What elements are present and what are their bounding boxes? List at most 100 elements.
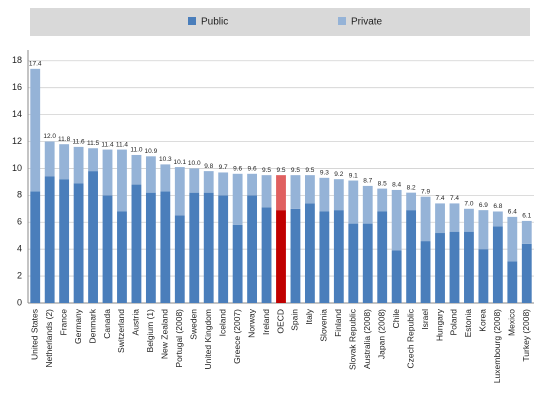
bar-segment [44,176,55,303]
total-label: 9.2 [334,171,343,178]
x-tick-label: Slovak Republic [348,308,358,370]
x-tick-label: Finland [333,309,343,337]
y-tick-label: 10 [12,163,22,173]
total-label: 9.5 [291,167,300,174]
total-label: 10.3 [159,156,172,163]
y-tick-label: 18 [12,55,22,65]
bar-segment [464,231,474,303]
x-tick-label: Belgium (1) [145,309,155,353]
total-label: 6.9 [479,202,488,209]
bar-segment [30,191,41,303]
bar-segment [203,171,214,193]
bar-segment [73,146,84,184]
bar-segment [333,179,344,211]
bar-segment [117,149,127,212]
bar-segment [319,177,330,212]
x-tick-label: Spain [290,309,300,331]
x-tick-label: Turkey (2008) [521,309,531,362]
total-label: 8.5 [378,180,387,187]
x-tick-label: Germany [73,308,83,344]
total-label: 9.5 [305,167,314,174]
total-label: 11.4 [116,141,129,148]
bar-segment [507,261,518,303]
total-label: 9.6 [248,166,257,173]
x-tick-label: New Zealand [160,309,170,359]
bar-segment [521,243,532,303]
x-tick-label: Israel [420,309,430,330]
x-tick-label: Austria [131,309,141,336]
bar-segment [131,184,142,303]
bar-segment [30,68,41,192]
total-label: 8.2 [407,184,416,191]
y-tick-label: 0 [17,297,22,307]
bar-segment [449,203,460,232]
bar-segment [102,195,113,303]
x-tick-label: United States [29,309,39,360]
y-tick-label: 4 [17,244,22,254]
bar-segment [521,220,532,244]
total-label: 10.9 [145,148,158,155]
bar-segment [492,211,503,227]
bar-segment [232,173,243,225]
bar-segment [478,210,489,250]
total-label: 9.8 [204,163,213,170]
bar-segment [174,215,185,303]
bar-segment [348,223,359,303]
bar-segment [406,192,417,211]
x-tick-label: OECD [275,309,285,334]
bar-segment [507,216,518,262]
total-label: 9.5 [262,167,271,174]
x-tick-label: Norway [246,308,256,338]
x-tick-label: Estonia [463,309,473,338]
bar-segment [391,250,402,303]
bar-segment [333,210,344,303]
legend-label: Private [351,17,383,28]
total-label: 7.4 [450,195,459,202]
x-tick-label: Ireland [261,309,271,335]
total-label: 9.6 [233,166,242,173]
total-label: 10.1 [173,159,186,166]
total-label: 9.1 [349,172,358,179]
total-label: 17.4 [29,61,42,68]
bar-segment [406,210,417,303]
total-label: 9.5 [276,167,285,174]
x-tick-label: France [58,309,68,336]
bar-segment [261,207,272,303]
bar-segment [102,149,113,196]
legend-label: Public [201,17,228,28]
bar-segment [464,208,474,232]
bar-segment [435,203,445,234]
bar-segment [420,196,431,242]
bar-segment [189,192,200,303]
y-tick-label: 6 [17,217,22,227]
bar-segment [218,195,229,303]
bar-segment [348,180,359,224]
bar-segment [203,192,214,303]
x-tick-label: Luxembourg (2008) [492,309,502,383]
total-label: 7.9 [421,188,430,195]
y-tick-label: 8 [17,190,22,200]
bar-segment [88,171,98,303]
bar-segment [218,172,229,196]
bar-segment [247,195,258,303]
x-tick-label: Mexico [507,309,517,336]
bar-segment [189,168,200,193]
bar-segment [232,224,243,303]
total-label: 7.0 [464,201,473,208]
bar-segment [391,189,402,251]
x-tick-label: Poland [449,309,459,336]
bar-segment [44,141,55,177]
bar-segment [59,144,70,180]
bar-segment [73,183,84,303]
total-label: 11.0 [130,147,143,154]
x-tick-label: Denmark [87,308,97,343]
bar-segment [261,175,272,208]
legend-swatch [338,17,346,25]
bar-segment [377,188,388,212]
bar-segment [304,203,315,303]
legend-swatch [188,17,196,25]
bar-segment [131,154,142,185]
bar-segment [449,231,460,303]
bar-segment [492,226,503,303]
